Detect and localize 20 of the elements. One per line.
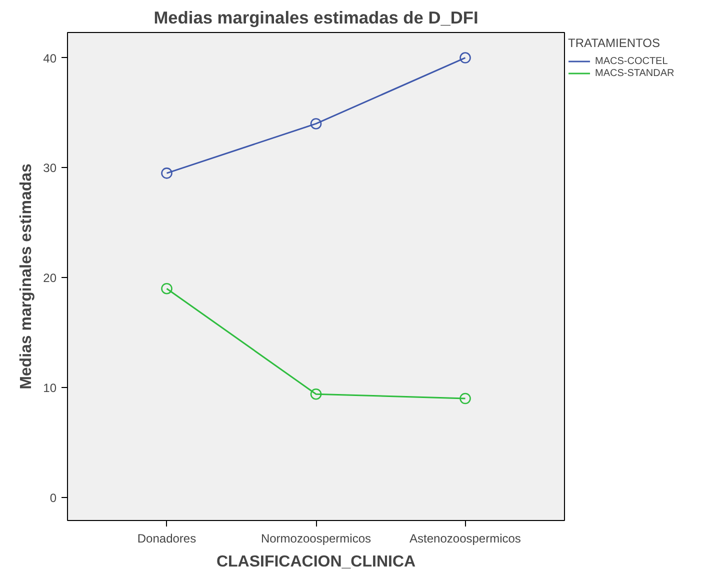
- y-tick-label: 0: [50, 490, 57, 505]
- x-axis-title: CLASIFICACION_CLINICA: [216, 554, 416, 570]
- point: [460, 52, 471, 64]
- legend-label: MACS-STANDAR: [595, 68, 674, 78]
- x-tick-label: Donadores: [137, 532, 196, 546]
- y-tick-label: 30: [43, 161, 57, 176]
- point: [460, 392, 471, 404]
- y-tick-label: 10: [43, 381, 57, 396]
- y-tick-label: 40: [43, 51, 57, 66]
- legend-title: TRATAMIENTOS: [568, 36, 662, 50]
- legend-label: MACS-COCTEL: [595, 56, 668, 66]
- point: [161, 168, 172, 179]
- x-tick-label: Astenozoospermicos: [410, 532, 521, 546]
- y-tick-label: 20: [43, 271, 57, 286]
- x-tick-label: Normozoospermicos: [260, 532, 372, 546]
- chart-title: Medias marginales estimadas de D_DFI: [154, 8, 478, 28]
- point: [310, 388, 322, 400]
- y-axis-title: Medias marginales estimadas: [18, 163, 36, 390]
- point: [310, 118, 322, 130]
- point: [161, 282, 172, 294]
